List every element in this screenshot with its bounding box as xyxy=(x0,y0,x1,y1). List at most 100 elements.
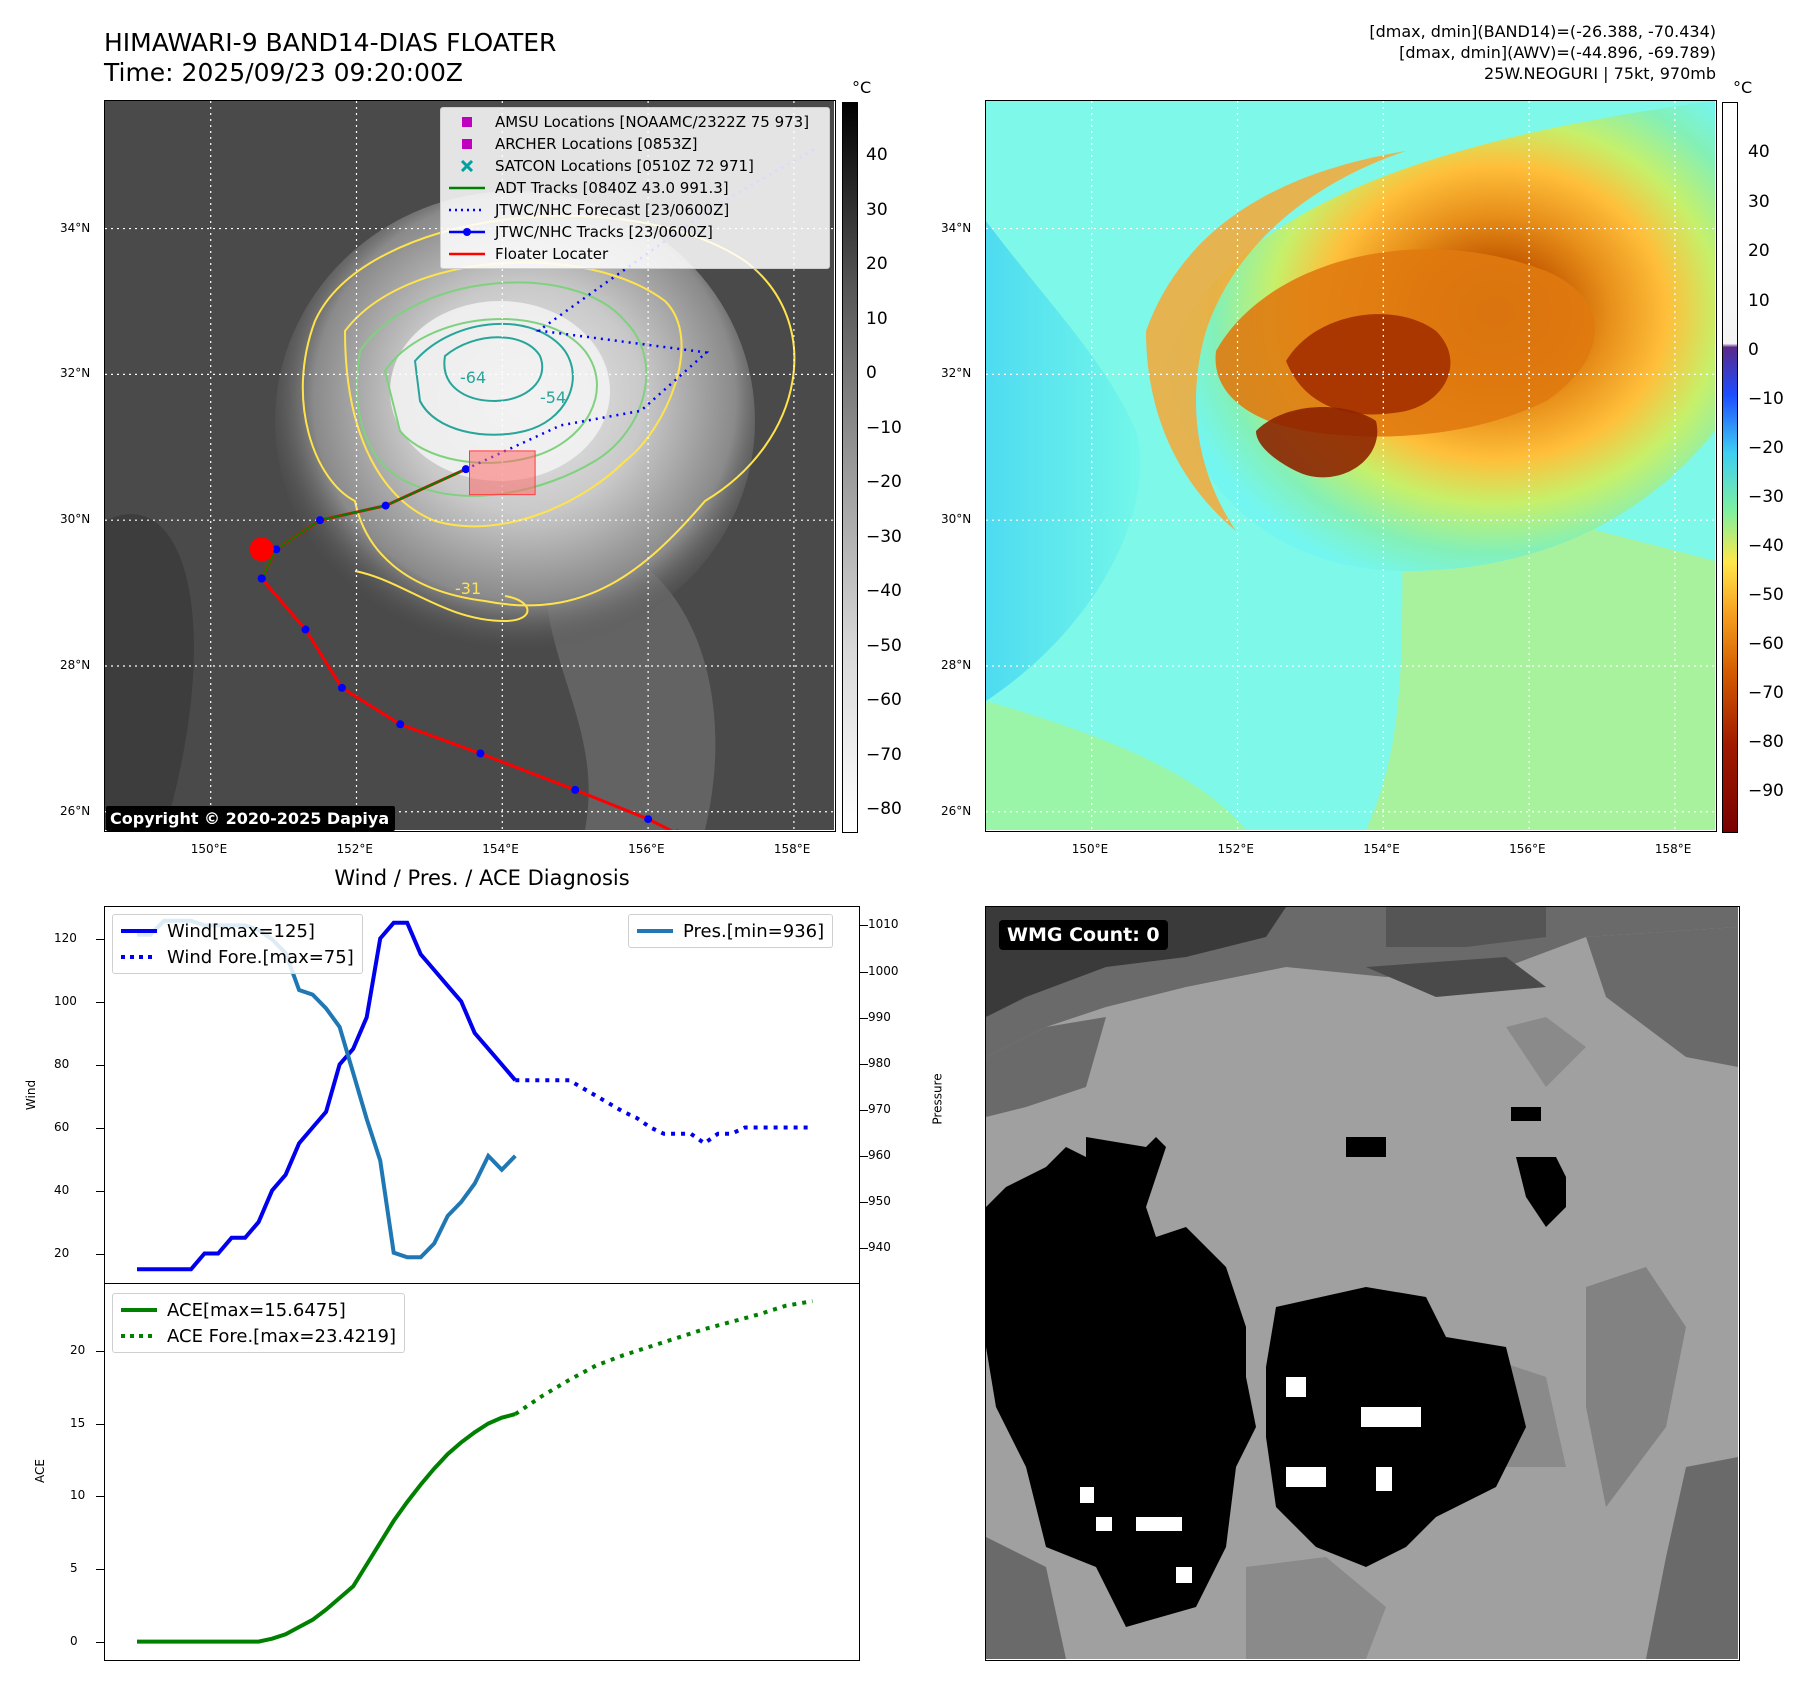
stats-band14: [dmax, dmin](BAND14)=(-26.388, -70.434) xyxy=(1369,22,1716,41)
latitude-label: 28°N xyxy=(941,657,972,672)
longitude-label: 150°E xyxy=(1071,842,1109,856)
pressure-tick-mark xyxy=(860,1063,868,1065)
latitude-label: 28°N xyxy=(60,657,91,672)
wmg-image xyxy=(986,907,1738,1659)
longitude-label: 158°E xyxy=(773,842,811,856)
color-colorbar xyxy=(1722,102,1738,833)
pressure-legend: Pres.[min=936] xyxy=(628,914,834,948)
ir-map-panel: -64 -54 -31 AMSU Locations [NOAAMC/2322Z… xyxy=(104,100,836,832)
latitude-label: 26°N xyxy=(60,803,91,818)
wmg-count-badge: WMG Count: 0 xyxy=(999,920,1168,950)
latitude-label: 34°N xyxy=(60,220,91,235)
ace-chart xyxy=(137,1299,813,1644)
floater-box xyxy=(469,450,536,496)
wind-tick-mark xyxy=(96,938,104,940)
longitude-label: 152°E xyxy=(1217,842,1255,856)
pressure-tick-label: 940 xyxy=(868,1240,891,1255)
colorbar-tick-label: −80 xyxy=(1748,732,1784,752)
latitude-label: 30°N xyxy=(60,512,91,527)
wind-tick-label: 120 xyxy=(54,930,77,945)
wind-tick-label: 80 xyxy=(54,1056,70,1071)
colorbar-tick-label: −70 xyxy=(1748,683,1784,703)
pressure-axis-label: Pressure xyxy=(930,1073,945,1125)
ace-tick-mark xyxy=(96,1350,104,1352)
ace-tick-label: 0 xyxy=(70,1633,78,1648)
ace-legend-label: ACE[max=15.6475] xyxy=(167,1299,346,1321)
wind-axis-label: Wind xyxy=(24,1079,39,1111)
ace-tick-mark xyxy=(96,1568,104,1570)
latitude-label: 30°N xyxy=(941,512,972,527)
colorbar-tick-label: 40 xyxy=(866,145,888,165)
ace-panel xyxy=(104,1283,860,1661)
map-legend-label: Floater Locater xyxy=(495,245,609,263)
track-point xyxy=(476,749,485,758)
legend-key-icon xyxy=(449,138,485,150)
map-legend-label: JTWC/NHC Forecast [23/0600Z] xyxy=(495,201,730,219)
track-point xyxy=(257,574,266,583)
map-legend-item: AMSU Locations [NOAAMC/2322Z 75 973] xyxy=(441,111,829,133)
wind-tick-mark xyxy=(96,1064,104,1066)
track-point xyxy=(461,465,470,474)
ace-series-line-1 xyxy=(514,1299,813,1416)
wmg-block-left xyxy=(986,1137,1256,1627)
best-track-points xyxy=(257,465,681,831)
legend-key-icon xyxy=(449,204,485,216)
wind-tick-mark xyxy=(96,1127,104,1129)
longitude-label: 150°E xyxy=(190,842,228,856)
colorbar-tick-label: 40 xyxy=(1748,142,1770,162)
gray-colorbar xyxy=(842,102,858,833)
ace-tick-mark xyxy=(96,1641,104,1643)
legend-key-icon xyxy=(449,160,485,172)
contour-green xyxy=(356,281,648,497)
ace-tick-label: 5 xyxy=(70,1560,78,1575)
pressure-tick-mark xyxy=(860,1202,868,1204)
colorbar-tick-label: −20 xyxy=(1748,438,1784,458)
contour-label: -54 xyxy=(540,388,566,407)
diagnosis-title: Wind / Pres. / ACE Diagnosis xyxy=(334,866,630,890)
track-point xyxy=(396,720,405,729)
colorbar-tick-label: 10 xyxy=(866,308,888,329)
colorbar-tick-label: −30 xyxy=(866,526,902,547)
map-legend-item: JTWC/NHC Forecast [23/0600Z] xyxy=(441,199,829,221)
copyright-badge: Copyright © 2020-2025 Dapiya xyxy=(106,806,396,831)
series-line-0 xyxy=(137,920,517,1272)
colorbar-tick-label: 10 xyxy=(1748,290,1770,311)
colorbar-tick-label: −30 xyxy=(1748,487,1784,507)
pressure-legend-label: Pres.[min=936] xyxy=(683,920,825,942)
stats-awv: [dmax, dmin](AWV)=(-44.896, -69.789) xyxy=(1399,43,1716,62)
wind-tick-label: 40 xyxy=(54,1182,70,1197)
latitude-label: 26°N xyxy=(941,803,972,818)
map-legend-item: ADT Tracks [0840Z 43.0 991.3] xyxy=(441,177,829,199)
wind-legend: Wind[max=125] Wind Fore.[max=75] xyxy=(112,914,363,974)
map-legend-item: JTWC/NHC Tracks [23/0600Z] xyxy=(441,221,829,243)
longitude-label: 154°E xyxy=(482,842,519,856)
wind-tick-label: 60 xyxy=(54,1119,70,1134)
longitude-label: 156°E xyxy=(1509,842,1546,856)
wind-forecast-legend-label: Wind Fore.[max=75] xyxy=(167,946,354,968)
longitude-label: 152°E xyxy=(336,842,374,856)
awv-map-panel xyxy=(985,100,1717,832)
wind-tick-mark xyxy=(96,1001,104,1003)
contour-label: -64 xyxy=(460,368,486,387)
ace-tick-mark xyxy=(96,1496,104,1498)
pressure-tick-mark xyxy=(860,1109,868,1111)
latitude-label: 32°N xyxy=(941,366,972,381)
ace-tick-mark xyxy=(96,1423,104,1425)
colorbar-tick-label: 20 xyxy=(866,254,888,274)
colorbar-tick-label: 30 xyxy=(1748,191,1770,212)
awv-map xyxy=(986,101,1715,830)
longitude-label: 156°E xyxy=(628,842,665,856)
map-legend: AMSU Locations [NOAAMC/2322Z 75 973] ARCH… xyxy=(440,107,830,269)
ace-tick-label: 15 xyxy=(70,1415,86,1430)
colorbar-tick-label: 30 xyxy=(866,199,888,220)
wind-tick-mark xyxy=(96,1190,104,1192)
chart-time: Time: 2025/09/23 09:20:00Z xyxy=(104,58,463,87)
map-legend-item: Floater Locater xyxy=(441,243,829,265)
wmg-panel: WMG Count: 0 xyxy=(985,906,1740,1661)
colorbar-tick-label: −60 xyxy=(866,690,902,710)
series-line-1 xyxy=(515,1078,813,1146)
ace-tick-label: 10 xyxy=(70,1488,86,1503)
pressure-tick-label: 1010 xyxy=(868,917,899,932)
colorbar-tick-label: −10 xyxy=(1748,389,1784,409)
colorbar-tick-label: −10 xyxy=(866,417,902,438)
